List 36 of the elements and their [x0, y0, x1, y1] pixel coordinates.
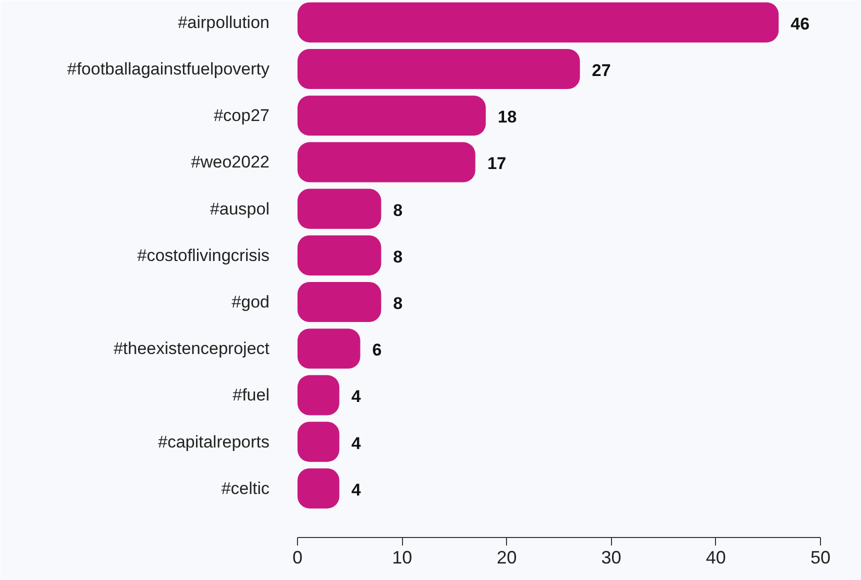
- y-tick-label: #footballagainstfuelpoverty: [67, 60, 270, 78]
- y-tick-label: #celtic: [221, 478, 270, 498]
- y-tick-label: #cop27: [214, 106, 270, 126]
- bar: [298, 48, 580, 90]
- x-tick-label: 0: [292, 548, 303, 568]
- y-tick-label: #capitalreports: [158, 432, 270, 452]
- data-label: 4: [351, 480, 362, 500]
- data-label: 27: [592, 61, 611, 80]
- data-label: 8: [393, 200, 403, 220]
- bar: [298, 96, 486, 136]
- y-tick-label: #theexistenceproject: [114, 339, 270, 358]
- data-label: 4: [351, 434, 362, 453]
- y-tick-label: #weo2022: [191, 152, 270, 172]
- y-tick-label: #costoflivingcrisis: [137, 246, 270, 265]
- bar: [298, 282, 382, 322]
- y-tick-label: #auspol: [210, 199, 270, 218]
- bar: [298, 328, 360, 369]
- bar: [298, 142, 476, 182]
- data-label: 8: [393, 294, 403, 313]
- data-label: 18: [498, 108, 517, 127]
- data-label: 8: [393, 247, 403, 266]
- data-label: 46: [790, 14, 810, 34]
- x-tick-label: 40: [706, 548, 726, 568]
- x-tick-label: 50: [810, 548, 831, 568]
- x-tick-label: 10: [392, 548, 412, 568]
- x-tick-label: 20: [496, 548, 517, 568]
- bar: [298, 2, 779, 42]
- data-label: 17: [487, 154, 506, 174]
- data-label: 6: [372, 340, 382, 360]
- y-tick-label: #airpollution: [178, 12, 270, 32]
- data-label: 4: [351, 387, 362, 406]
- x-tick-label: 30: [601, 548, 622, 568]
- bar: [298, 188, 382, 229]
- y-tick-label: #fuel: [232, 386, 270, 405]
- bar: [298, 235, 382, 276]
- y-tick-label: #god: [232, 292, 270, 312]
